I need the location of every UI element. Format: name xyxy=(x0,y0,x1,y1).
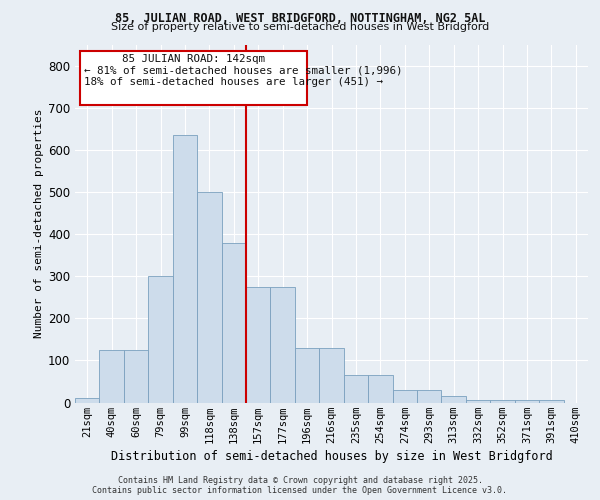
FancyBboxPatch shape xyxy=(80,51,307,104)
Text: ← 81% of semi-detached houses are smaller (1,996): ← 81% of semi-detached houses are smalle… xyxy=(83,66,402,76)
Bar xyxy=(148,276,173,402)
Bar xyxy=(466,400,490,402)
Text: 85 JULIAN ROAD: 142sqm: 85 JULIAN ROAD: 142sqm xyxy=(122,54,265,64)
Text: 18% of semi-detached houses are larger (451) →: 18% of semi-detached houses are larger (… xyxy=(83,77,383,87)
Bar xyxy=(539,400,563,402)
Bar xyxy=(295,348,319,403)
Bar xyxy=(221,242,246,402)
Text: Size of property relative to semi-detached houses in West Bridgford: Size of property relative to semi-detach… xyxy=(111,22,489,32)
Bar xyxy=(417,390,442,402)
Bar xyxy=(515,400,539,402)
Bar xyxy=(319,348,344,403)
Text: 85, JULIAN ROAD, WEST BRIDGFORD, NOTTINGHAM, NG2 5AL: 85, JULIAN ROAD, WEST BRIDGFORD, NOTTING… xyxy=(115,12,485,26)
Bar xyxy=(75,398,100,402)
Bar xyxy=(490,400,515,402)
Bar xyxy=(173,136,197,402)
Text: Contains public sector information licensed under the Open Government Licence v3: Contains public sector information licen… xyxy=(92,486,508,495)
Bar xyxy=(197,192,221,402)
X-axis label: Distribution of semi-detached houses by size in West Bridgford: Distribution of semi-detached houses by … xyxy=(110,450,553,462)
Bar xyxy=(392,390,417,402)
Bar xyxy=(442,396,466,402)
Bar xyxy=(344,375,368,402)
Bar xyxy=(368,375,392,402)
Bar xyxy=(246,287,271,403)
Bar xyxy=(100,350,124,403)
Y-axis label: Number of semi-detached properties: Number of semi-detached properties xyxy=(34,109,44,338)
Bar xyxy=(271,287,295,403)
Bar xyxy=(124,350,148,403)
Text: Contains HM Land Registry data © Crown copyright and database right 2025.: Contains HM Land Registry data © Crown c… xyxy=(118,476,482,485)
